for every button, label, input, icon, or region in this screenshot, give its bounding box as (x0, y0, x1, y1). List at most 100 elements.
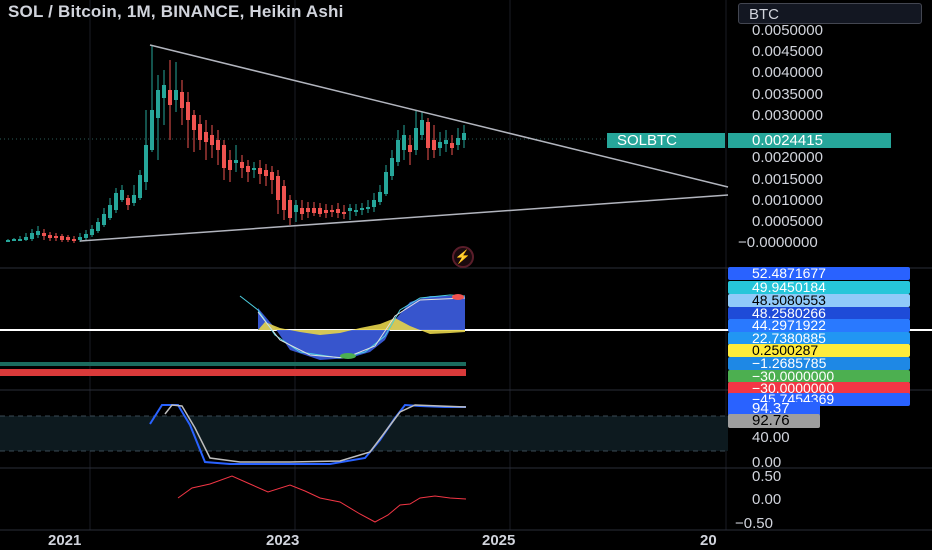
candle-body (288, 200, 292, 218)
candle-body (210, 135, 214, 145)
candle-body (318, 208, 322, 214)
candle-body (228, 160, 232, 170)
candle-body (342, 212, 346, 214)
candle-body (168, 90, 172, 105)
candle-body (102, 214, 106, 225)
candle-body (240, 162, 244, 168)
price-tick: 0.0010000 (752, 192, 823, 209)
stoch-tick-40: 40.00 (752, 429, 790, 446)
indicator-value-tag: 0.2500287 (728, 343, 910, 357)
candle-body (48, 235, 52, 238)
candle-body (24, 237, 28, 240)
red-dot (452, 294, 464, 300)
candle-body (162, 85, 166, 98)
indicator-value-tag: 44.2971922 (728, 318, 910, 332)
candle-body (222, 145, 226, 168)
price-tick: 0.0045000 (752, 43, 823, 60)
candle-body (6, 240, 10, 242)
candle-body (132, 195, 136, 203)
candle-body (156, 90, 160, 118)
time-label-2021: 2021 (48, 532, 82, 549)
indicator-value-tag: 52.4871677 (728, 266, 910, 280)
candle-body (12, 239, 16, 241)
lightning-icon[interactable]: ⚡ (452, 246, 474, 268)
indicator-value-tag: −1.2685785 (728, 356, 910, 370)
candle-body (300, 208, 304, 214)
candle-body (444, 140, 448, 144)
candle-body (174, 90, 178, 100)
price-tick: 0.0020000 (752, 149, 823, 166)
candle-body (396, 140, 400, 162)
stoch-k-tag: 94.37 (728, 401, 820, 416)
indicator-value-tag: 48.5080553 (728, 293, 910, 307)
candle-body (96, 222, 100, 231)
wave-area-blue (258, 296, 465, 360)
candle-body (144, 145, 148, 182)
osc-tick-zero: 0.00 (752, 491, 782, 508)
green-dot (340, 353, 356, 359)
candle-body (192, 115, 196, 130)
current-price-symbol-tag: SOLBTC (607, 133, 725, 148)
lower-trendline (79, 194, 729, 242)
candle-body (252, 168, 256, 170)
candle-body (204, 132, 208, 142)
wave-area-yellow (258, 318, 465, 335)
candle-body (354, 210, 358, 212)
candle-body (348, 208, 352, 211)
candle-body (390, 158, 394, 176)
candle-body (150, 110, 154, 150)
indicator-value-tag: −30.0000000 (728, 381, 910, 395)
time-label-20: 20 (700, 532, 717, 549)
candle-body (258, 168, 262, 174)
stoch-pane (0, 403, 728, 465)
candle-body (216, 140, 220, 150)
price-tick: 0.0040000 (752, 64, 823, 81)
candle-body (432, 140, 436, 150)
candle-body (246, 166, 250, 172)
candle-body (420, 120, 424, 135)
candle-body (366, 207, 370, 209)
candle-body (276, 176, 280, 200)
candle-body (114, 193, 118, 210)
candle-body (384, 172, 388, 194)
candle-body (66, 237, 70, 240)
candle-body (438, 142, 442, 148)
candle-body (372, 200, 376, 207)
oscillator-line (177, 475, 467, 523)
candle-body (186, 102, 190, 120)
stoch-tick-0: 0.00 (752, 454, 782, 471)
oscillator-pane (177, 475, 467, 523)
candlestick-series (6, 45, 466, 243)
candle-body (324, 210, 328, 213)
price-tick: 0.0035000 (752, 86, 823, 103)
candle-body (54, 236, 58, 238)
candle-body (270, 172, 274, 180)
currency-button[interactable]: BTC (738, 3, 922, 24)
price-tick: 0.0005000 (752, 213, 823, 230)
time-label-2023: 2023 (266, 532, 300, 549)
candle-body (234, 160, 238, 163)
chart-title: SOL / Bitcoin, 1M, BINANCE, Heikin Ashi (8, 2, 344, 21)
candle-body (294, 205, 298, 212)
time-label-2025: 2025 (482, 532, 516, 549)
candle-body (330, 210, 334, 212)
teal-band (0, 362, 466, 366)
osc-tick-neg: −0.50 (735, 515, 773, 532)
candle-body (90, 229, 94, 235)
candle-body (84, 234, 88, 238)
price-tick: 0.0015000 (752, 171, 823, 188)
current-price-value-tag: 0.0024415 (728, 133, 891, 148)
stoch-d-line (164, 404, 467, 463)
candle-body (78, 237, 82, 240)
candle-body (426, 122, 430, 148)
candle-body (108, 205, 112, 218)
candle-body (180, 92, 184, 108)
triangle-trendlines (79, 44, 729, 242)
candle-body (336, 209, 340, 213)
candle-body (414, 128, 418, 150)
upper-trendline (149, 44, 729, 188)
candle-body (360, 208, 364, 210)
osc-tick-pos: 0.50 (752, 468, 782, 485)
candle-body (402, 135, 406, 150)
